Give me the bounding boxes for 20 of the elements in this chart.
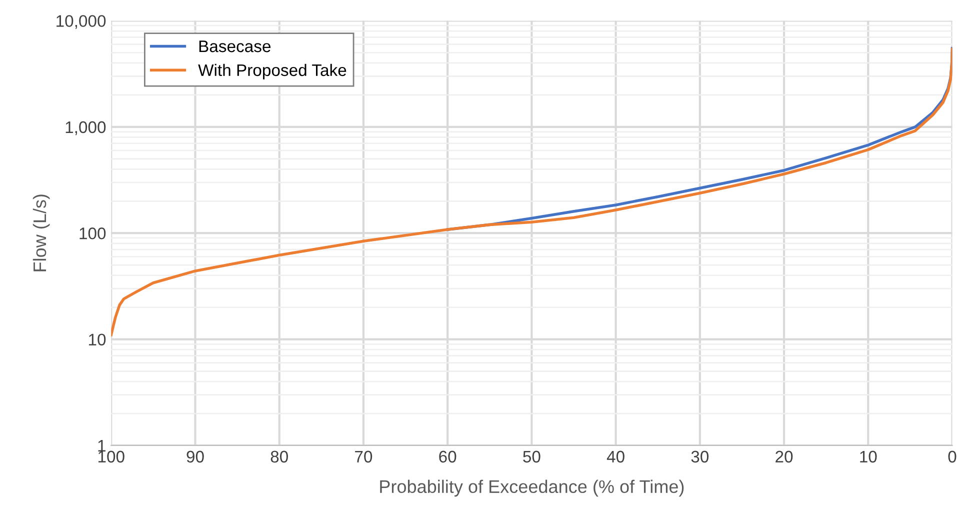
x-tick-label: 0 [948, 450, 956, 463]
y-tick-label: 100 [80, 228, 106, 240]
y-tick-label: 10 [89, 334, 106, 346]
x-tick-label: 20 [776, 450, 793, 463]
x-tick-label: 10 [860, 450, 877, 463]
y-tick-label: 1 [98, 440, 106, 452]
legend-label: With Proposed Take [198, 64, 346, 80]
x-tick-label: 30 [691, 450, 709, 463]
x-tick-label: 80 [270, 450, 288, 463]
x-tick-label: 90 [186, 450, 204, 463]
x-tick-label: 60 [439, 450, 456, 463]
legend-label: Basecase [199, 40, 270, 52]
y-axis-title: Flow (L/s) [32, 194, 50, 272]
y-tick-label: 1,000 [66, 121, 106, 136]
y-tick-label: 10,000 [56, 15, 106, 29]
x-tick-label: 50 [523, 450, 540, 463]
x-axis-title: Probability of Exceedance (% of Time) [380, 480, 684, 497]
x-tick-label: 70 [355, 450, 372, 463]
x-tick-label: 100 [98, 450, 124, 463]
x-tick-label: 40 [606, 450, 624, 463]
